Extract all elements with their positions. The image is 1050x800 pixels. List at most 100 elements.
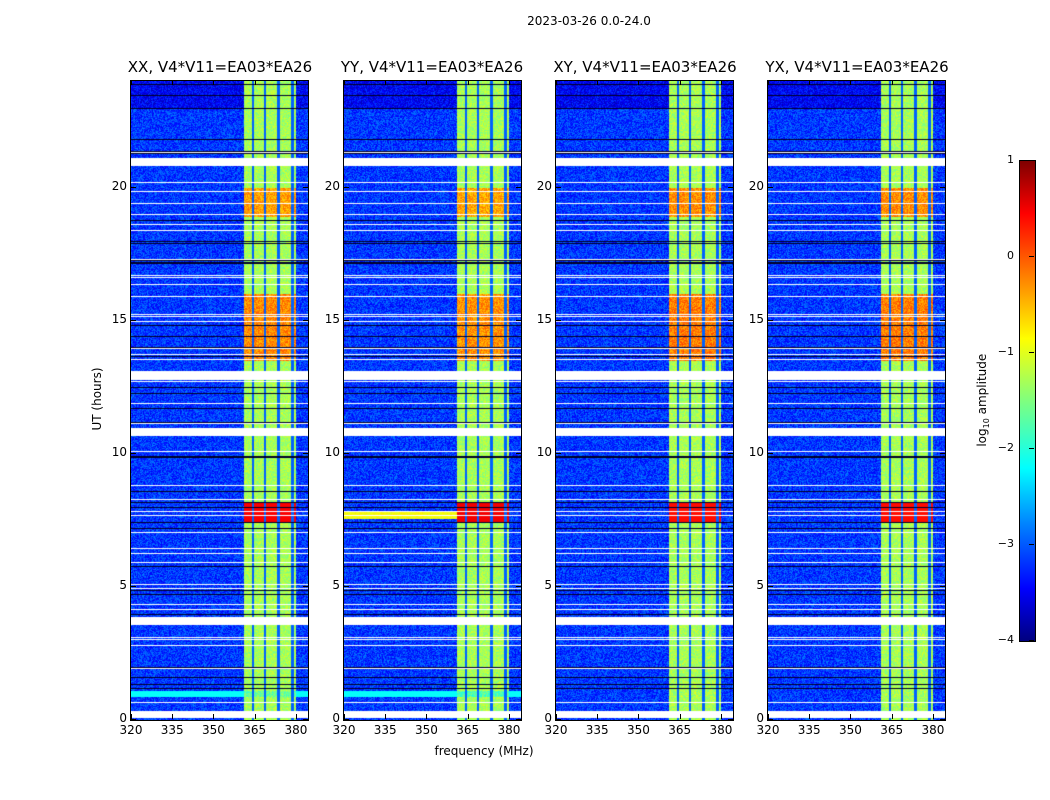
x-tick-label: 350 [202,723,225,737]
x-tick [426,80,428,85]
y-tick-label: 10 [324,444,340,459]
y-tick-label: 15 [748,311,764,326]
y-tick [768,452,773,454]
heatmap-panel-yx [767,80,946,721]
y-tick [131,719,136,720]
y-tick [728,585,733,587]
x-tick [385,80,387,85]
x-tick [131,714,132,719]
x-tick [556,80,557,85]
y-tick [556,452,561,454]
y-tick-label: 5 [119,577,127,592]
x-tick [254,714,256,719]
x-tick [679,714,681,719]
colorbar-tick [1029,160,1034,161]
y-tick-label: 20 [111,178,127,193]
x-tick-label: 320 [332,723,356,737]
x-tick-label: 335 [160,723,184,737]
y-tick [344,719,349,720]
y-tick-label: 15 [324,311,340,326]
heatmap-canvas [768,81,945,720]
panel-title-yy: YY, V4*V11=EA03*EA26 [340,58,524,76]
y-tick [303,585,308,587]
y-tick [940,452,945,454]
x-tick-label: 335 [585,723,609,737]
x-tick [932,80,934,85]
x-tick [426,714,428,719]
y-tick [728,186,733,188]
y-tick [940,719,945,720]
x-tick [891,714,893,719]
y-tick [344,186,349,188]
y-tick-label: 0 [756,711,764,725]
y-tick [940,186,945,188]
y-tick [728,452,733,454]
x-tick-label: 380 [921,723,945,737]
y-tick-label: 0 [332,711,340,725]
x-tick-label: 350 [415,723,438,737]
y-tick [768,719,773,720]
x-tick [638,80,640,85]
x-tick-label: 350 [839,723,862,737]
y-tick [516,186,521,188]
y-tick-label: 20 [324,178,340,193]
x-tick [508,714,510,719]
x-tick [556,714,557,719]
colorbar-tick-label: −1 [997,345,1014,358]
panel-title-xy: XY, V4*V11=EA03*EA26 [553,58,737,76]
y-tick-label: 5 [544,577,552,592]
colorbar-tick [1029,640,1034,641]
x-tick-label: 320 [119,723,143,737]
x-tick-label: 365 [243,723,267,737]
panel-title-xx: XX, V4*V11=EA03*EA26 [127,58,313,76]
x-tick [213,714,215,719]
y-tick [131,452,136,454]
panel-title-yx: YX, V4*V11=EA03*EA26 [765,58,949,76]
x-tick [809,80,811,85]
y-tick [768,319,773,321]
y-tick-label: 20 [748,178,764,193]
x-tick-label: 335 [797,723,821,737]
y-tick [556,319,561,321]
y-axis-label: UT (hours) [90,367,104,431]
x-tick [172,714,174,719]
heatmap-panel-yy [343,80,522,721]
x-axis-label: frequency (MHz) [434,744,534,758]
x-tick [891,80,893,85]
heatmap-canvas [344,81,521,720]
y-tick [516,452,521,454]
y-tick [556,719,561,720]
x-tick [295,714,297,719]
x-tick [638,714,640,719]
y-tick [516,719,521,720]
x-tick [213,80,215,85]
heatmap-canvas [131,81,308,720]
y-tick-label: 0 [544,711,552,725]
colorbar-tick-label: −3 [997,537,1014,550]
x-tick-label: 320 [756,723,780,737]
x-tick-label: 365 [880,723,904,737]
y-tick [344,319,349,321]
x-tick [508,80,510,85]
colorbar [1019,160,1036,642]
y-tick-label: 0 [119,711,127,725]
colorbar-tick [1029,352,1034,353]
y-tick [303,452,308,454]
y-tick [344,585,349,587]
x-tick [131,80,132,85]
x-tick [720,80,722,85]
y-tick [344,452,349,454]
y-tick [303,719,308,720]
colorbar-tick [1029,544,1034,545]
y-tick [303,186,308,188]
y-tick-label: 5 [756,577,764,592]
y-tick [940,319,945,321]
heatmap-panel-xy [555,80,734,721]
x-tick [679,80,681,85]
x-tick [768,80,769,85]
y-tick-label: 15 [111,311,127,326]
x-tick [467,714,469,719]
x-tick [720,714,722,719]
x-tick [344,80,345,85]
y-tick [131,319,136,321]
